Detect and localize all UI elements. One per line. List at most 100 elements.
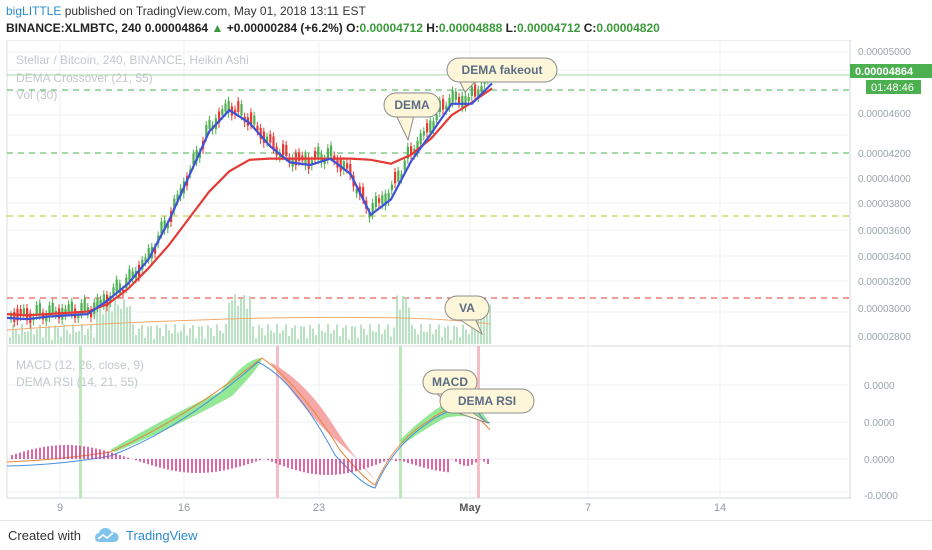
volume-bar bbox=[438, 324, 440, 344]
volume-bar bbox=[12, 324, 14, 344]
candle-body bbox=[310, 160, 313, 166]
candle-body bbox=[163, 220, 166, 230]
volume-bar bbox=[216, 324, 218, 344]
volume-bar bbox=[135, 335, 137, 344]
volume-bar bbox=[18, 334, 20, 344]
volume-bar bbox=[372, 331, 374, 344]
candle-body bbox=[176, 194, 179, 201]
candle-body bbox=[470, 86, 473, 96]
legend-vol[interactable]: Vol (30) bbox=[16, 88, 58, 102]
candle-body bbox=[80, 303, 83, 314]
volume-bar bbox=[414, 329, 416, 344]
volume-bars bbox=[6, 294, 491, 344]
candle-body bbox=[144, 257, 147, 262]
volume-bar bbox=[90, 324, 92, 344]
volume-bar bbox=[291, 327, 293, 344]
chart-area[interactable]: DEMA fakeout DEMA VA MACD DEMA RSI 0.0000500… bbox=[0, 39, 932, 520]
candle-body bbox=[99, 299, 102, 304]
volume-bar bbox=[297, 338, 299, 344]
volume-bar bbox=[114, 299, 116, 344]
dema-slow-line bbox=[6, 87, 493, 317]
volume-bar bbox=[144, 337, 146, 344]
candle-body bbox=[35, 305, 38, 316]
candle-body bbox=[90, 309, 93, 318]
candle-body bbox=[198, 152, 201, 158]
candle-body bbox=[67, 304, 70, 312]
volume-bar bbox=[177, 332, 179, 344]
callout-dema-bubble[interactable] bbox=[383, 92, 441, 118]
price-change: +0.00000284 (+6.2%) bbox=[226, 21, 343, 35]
volume-bar bbox=[30, 324, 32, 344]
legend-macd[interactable]: MACD (12, 26, close, 9) bbox=[16, 358, 145, 372]
price-axis-label: 0.00004000 bbox=[858, 174, 911, 185]
volume-bar bbox=[33, 334, 35, 344]
volume-bar bbox=[336, 324, 338, 344]
volume-bar bbox=[294, 325, 296, 344]
volume-bar bbox=[192, 324, 194, 344]
price-axis-label: 0.00003400 bbox=[858, 252, 911, 263]
callout-dema-label: DEMA bbox=[394, 98, 430, 112]
volume-bar bbox=[207, 325, 209, 344]
volume-bar bbox=[480, 304, 482, 344]
volume-bar bbox=[315, 335, 317, 344]
candle-body bbox=[160, 221, 163, 234]
current-price-tag[interactable] bbox=[850, 64, 932, 78]
tradingview-cloud-icon[interactable] bbox=[94, 526, 120, 544]
candle-body bbox=[224, 103, 227, 112]
volume-bar bbox=[312, 328, 314, 344]
candle-body bbox=[282, 144, 285, 156]
volume-bar bbox=[369, 324, 371, 344]
countdown-tag bbox=[866, 80, 921, 94]
price-axis-label: 0.00004600 bbox=[858, 109, 911, 120]
axes: 0.00005000 0.00004600 0.00004200 0.00004000… bbox=[57, 47, 932, 514]
candle-body bbox=[394, 171, 397, 184]
volume-bar bbox=[105, 300, 107, 344]
volume-bar bbox=[453, 325, 455, 344]
candle-body bbox=[77, 314, 80, 319]
candle-body bbox=[298, 152, 301, 161]
volume-bar bbox=[102, 314, 104, 344]
candle-body bbox=[368, 212, 371, 218]
candle-body bbox=[147, 248, 150, 259]
volume-bar bbox=[285, 324, 287, 344]
volume-bar bbox=[348, 339, 350, 344]
tradingview-brand[interactable]: TradingView bbox=[126, 528, 198, 543]
price-axis-label: 0.00003800 bbox=[858, 199, 911, 210]
volume-bar bbox=[366, 334, 368, 344]
candle-body bbox=[128, 269, 131, 281]
candle-body bbox=[38, 303, 41, 316]
legend-dema[interactable]: DEMA Crossover (21, 55) bbox=[16, 71, 153, 85]
volume-bar bbox=[321, 330, 323, 344]
callout-dema-fakeout-bubble[interactable] bbox=[446, 57, 558, 83]
volume-bar bbox=[276, 324, 278, 344]
volume-bar bbox=[111, 311, 113, 344]
grid bbox=[7, 40, 850, 498]
volume-bar bbox=[345, 325, 347, 344]
candle-body bbox=[435, 114, 438, 121]
time-axis-label: May bbox=[459, 502, 481, 514]
volume-bar bbox=[273, 332, 275, 344]
legend-dema-rsi[interactable]: DEMA RSI (14, 21, 55) bbox=[16, 375, 139, 389]
volume-bar bbox=[339, 336, 341, 344]
close-value: 0.00004820 bbox=[596, 21, 660, 35]
highlight-stripe-1 bbox=[399, 346, 402, 498]
volume-bar bbox=[228, 302, 230, 344]
candle-body bbox=[288, 157, 291, 163]
price-axis-label: 0.00003000 bbox=[858, 304, 911, 315]
volume-bar bbox=[222, 332, 224, 344]
volume-bar bbox=[378, 324, 380, 344]
callout-va-bubble[interactable] bbox=[444, 295, 490, 321]
price-chart-svg[interactable]: DEMA fakeout DEMA VA MACD DEMA RSI 0.0000500… bbox=[0, 39, 932, 520]
volume-bar bbox=[237, 305, 239, 344]
candle-body bbox=[314, 151, 317, 160]
volume-bar bbox=[72, 324, 74, 344]
candle-body bbox=[342, 161, 345, 170]
callout-dema-rsi-bubble[interactable] bbox=[439, 388, 535, 414]
candle-body bbox=[102, 294, 105, 305]
volume-bar bbox=[198, 326, 200, 344]
candle-body bbox=[285, 144, 288, 157]
candle-body bbox=[406, 146, 409, 159]
author-link[interactable]: bigLITTLE bbox=[6, 4, 62, 18]
volume-bar bbox=[204, 338, 206, 344]
candle-body bbox=[221, 109, 224, 115]
